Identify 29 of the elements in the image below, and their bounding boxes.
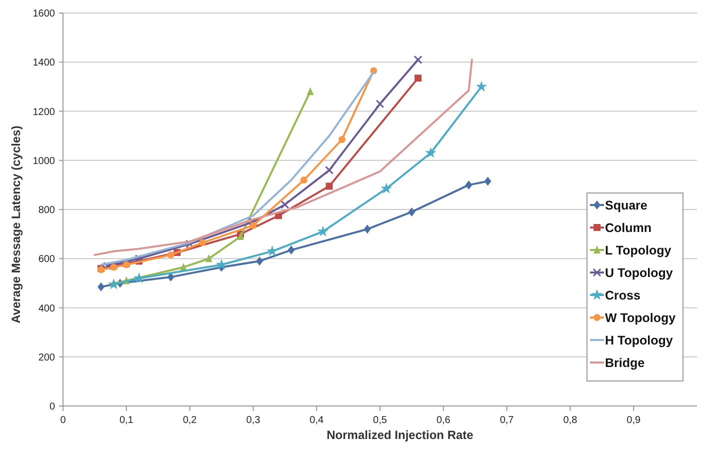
legend-label: Column (605, 221, 652, 235)
x-tick-label: 0,1 (119, 415, 134, 426)
x-axis-title: Normalized Injection Rate (326, 428, 474, 442)
legend-label: W Topology (605, 311, 676, 325)
x-tick-label: 0 (60, 415, 66, 426)
x-tick-label: 0,3 (246, 415, 261, 426)
y-tick-label: 600 (38, 254, 56, 266)
legend-label: Bridge (605, 356, 645, 370)
legend-label: H Topology (605, 334, 673, 348)
y-tick-label: 0 (49, 402, 56, 412)
x-tick-label: 0,9 (626, 415, 641, 426)
y-tick-label: 1200 (32, 106, 56, 118)
y-tick-label: 1600 (32, 8, 56, 20)
legend-label: L Topology (605, 244, 672, 258)
x-tick-label: 0,7 (500, 415, 514, 426)
x-tick-label: 0,8 (563, 415, 578, 426)
legend-label: Cross (605, 288, 640, 302)
x-tick-label: 0,4 (310, 415, 324, 426)
y-axis-title: Average Message Latency (cycles) (9, 126, 23, 324)
legend-label: U Topology (605, 266, 673, 280)
y-tick-label: 1000 (32, 156, 56, 167)
y-tick-label: 200 (38, 352, 56, 364)
y-tick-label: 800 (38, 205, 56, 216)
y-tick-label: 400 (38, 303, 56, 314)
x-tick-label: 0,2 (182, 415, 198, 426)
x-tick-label: 0,5 (373, 415, 388, 426)
y-tick-label: 1400 (32, 58, 56, 69)
legend-label: Square (605, 198, 648, 212)
x-tick-label: 0,6 (436, 415, 451, 426)
